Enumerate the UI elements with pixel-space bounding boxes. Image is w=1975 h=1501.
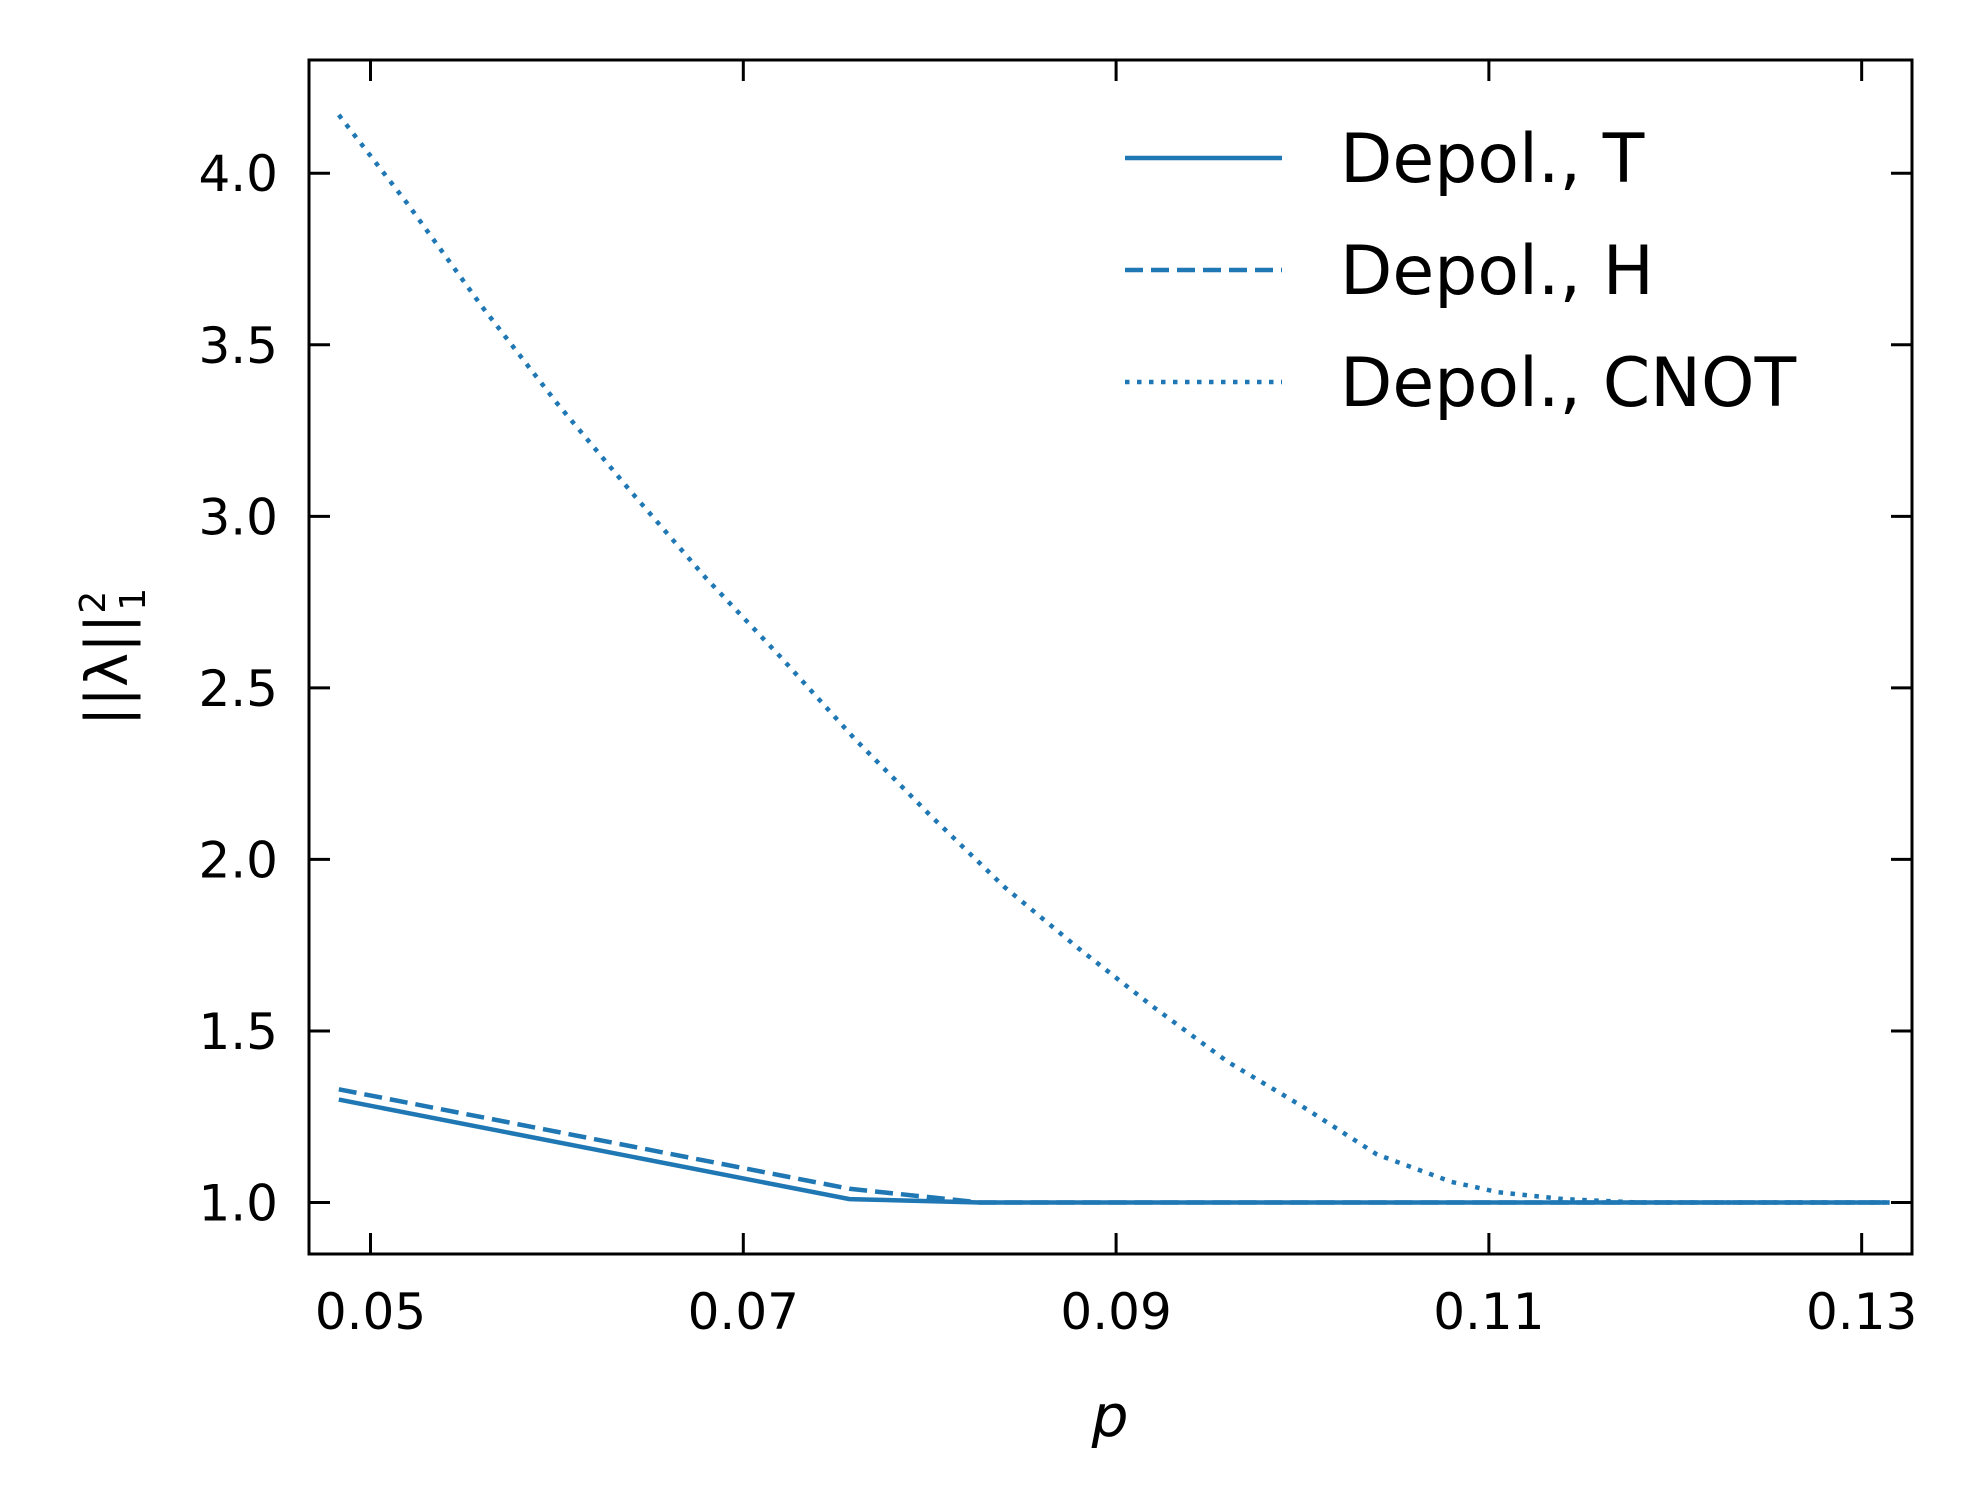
- y-tick-label: 2.5: [198, 660, 278, 718]
- plot-frame: [307, 58, 1914, 1256]
- svg-text:||λ||21: ||λ||21: [73, 588, 154, 726]
- x-tick-label: 0.07: [688, 1283, 799, 1341]
- legend-label-2: Depol., H: [1340, 232, 1654, 311]
- y-tick-label: 3.5: [198, 317, 278, 375]
- y-tick-label: 1.5: [198, 1003, 278, 1061]
- y-axis-label-main: ||λ||: [73, 614, 141, 727]
- x-ticks: 0.05 0.07 0.09 0.11 0.13: [315, 60, 1917, 1341]
- legend: Depol., T Depol., H Depol., CNOT: [1125, 120, 1797, 423]
- y-tick-label: 2.0: [198, 831, 278, 889]
- series-line-1: [338, 1097, 1890, 1205]
- x-tick-label: 0.09: [1060, 1283, 1171, 1341]
- y-axis-label-sup: 2: [73, 591, 114, 614]
- x-axis-label: p: [1091, 1382, 1129, 1450]
- y-tick-label: 4.0: [198, 145, 278, 203]
- y-tick-label: 1.0: [198, 1175, 278, 1233]
- plot-lines: [337, 113, 1890, 1205]
- x-tick-label: 0.11: [1433, 1283, 1544, 1341]
- x-tick-label: 0.13: [1806, 1283, 1917, 1341]
- y-axis-label: ||λ||21: [73, 588, 154, 726]
- legend-label-3: Depol., CNOT: [1340, 344, 1797, 423]
- series-line-3: [337, 113, 1890, 1205]
- y-ticks: 1.0 1.5 2.0 2.5 3.0 3.5 4.0: [198, 145, 1912, 1233]
- y-axis-label-sub: 1: [113, 588, 154, 611]
- legend-label-1: Depol., T: [1340, 120, 1645, 199]
- y-tick-label: 3.0: [198, 488, 278, 546]
- x-tick-label: 0.05: [315, 1283, 426, 1341]
